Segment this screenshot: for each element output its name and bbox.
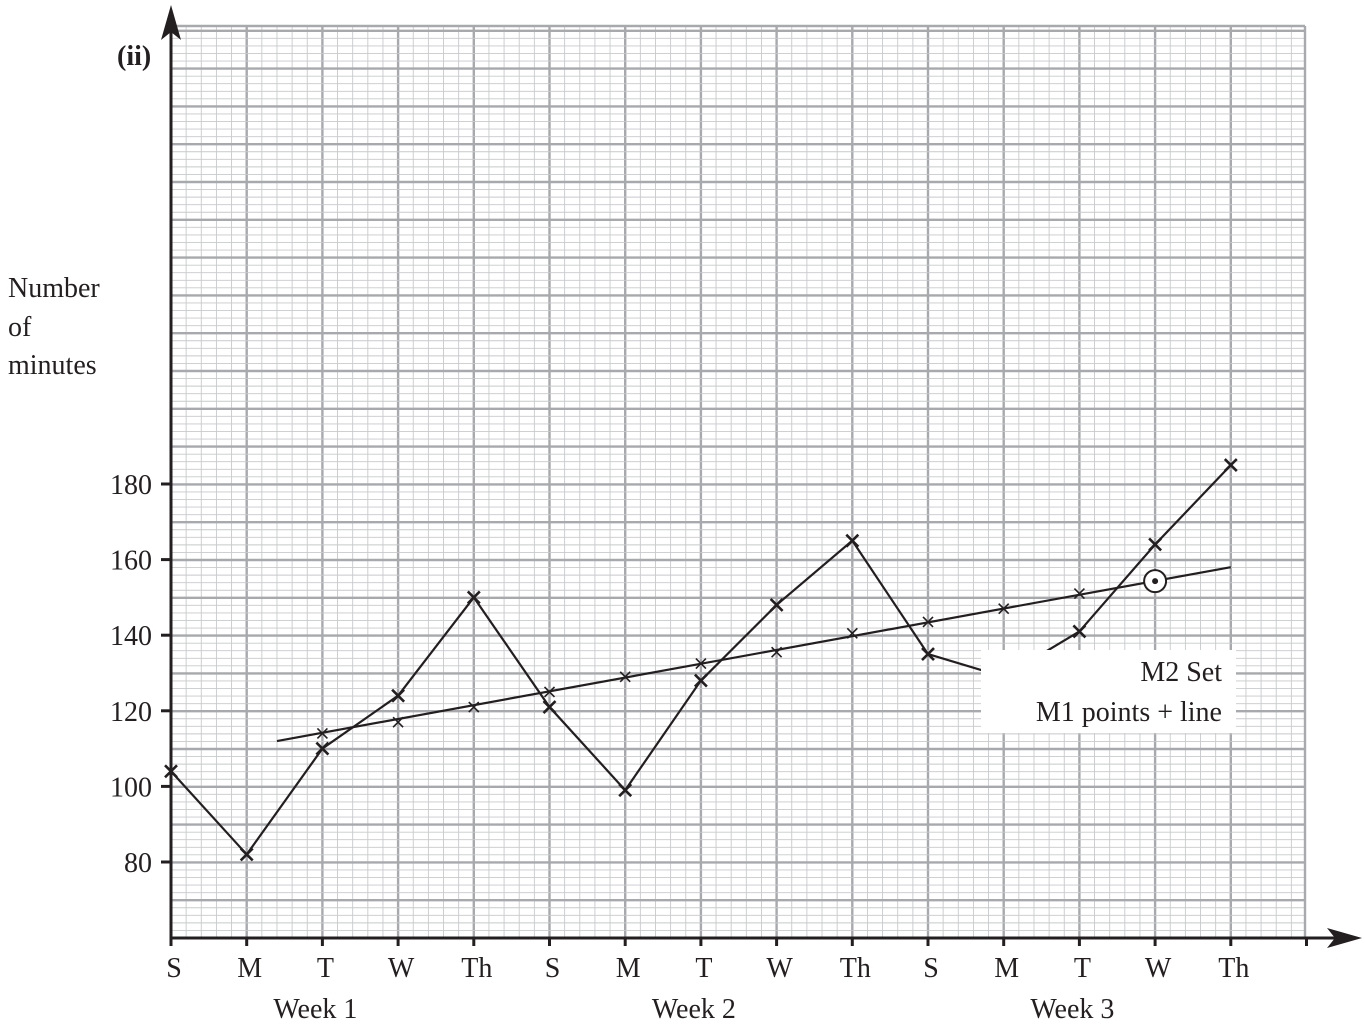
axis-labels: 80 100 120 140 160 180 S M T W Th S M T W Th S M T W Th Week … bbox=[110, 470, 1249, 1025]
x-tick-label: M bbox=[237, 953, 262, 984]
data-point-moving-average bbox=[392, 716, 404, 728]
y-tick-label: 140 bbox=[110, 621, 152, 652]
y-tick-label: 120 bbox=[110, 697, 152, 728]
x-tick-label: M bbox=[994, 953, 1019, 984]
data-point-daily-minutes bbox=[239, 847, 254, 862]
axis-ticks bbox=[161, 482, 1308, 946]
y-axis-title-line-3: minutes bbox=[8, 350, 97, 381]
mark-scheme-line-1: M2 Set bbox=[1140, 657, 1222, 688]
x-tick-label: Th bbox=[840, 953, 871, 984]
y-axis-title-line-2: of bbox=[8, 312, 32, 343]
x-tick-label: W bbox=[388, 953, 415, 984]
data-point-moving-average bbox=[1073, 588, 1085, 600]
data-point-daily-minutes bbox=[542, 700, 557, 714]
part-label: (ii) bbox=[117, 41, 151, 72]
data-point-moving-average bbox=[468, 701, 480, 713]
week-label: Week 2 bbox=[652, 994, 736, 1025]
data-point-daily-minutes bbox=[618, 783, 633, 798]
data-point-moving-average bbox=[619, 671, 631, 683]
x-tick-label: Th bbox=[1218, 953, 1249, 984]
graph-paper-grid bbox=[169, 24, 1307, 940]
x-tick-label: T bbox=[317, 953, 334, 984]
x-tick-label: S bbox=[923, 953, 939, 984]
y-tick-label: 160 bbox=[110, 546, 152, 577]
x-tick-label: T bbox=[695, 953, 712, 984]
week-label: Week 3 bbox=[1030, 994, 1114, 1025]
data-point-daily-minutes bbox=[391, 688, 406, 703]
data-point-daily-minutes bbox=[1223, 458, 1238, 473]
x-tick-label: M bbox=[616, 953, 641, 984]
x-tick-label: S bbox=[545, 953, 561, 984]
y-tick-label: 80 bbox=[124, 848, 152, 879]
x-tick-label: T bbox=[1074, 953, 1091, 984]
data-point-moving-average bbox=[316, 727, 328, 740]
data-point-daily-minutes bbox=[1148, 537, 1163, 552]
y-axis-title: Number of minutes bbox=[8, 273, 100, 381]
data-point-daily-minutes bbox=[315, 741, 330, 756]
data-point-daily-minutes bbox=[845, 533, 860, 548]
y-axis-title-line-1: Number bbox=[8, 273, 100, 304]
y-tick-label: 100 bbox=[110, 772, 152, 803]
data-point-daily-minutes bbox=[921, 647, 935, 662]
data-point-daily-minutes bbox=[1072, 624, 1087, 639]
circled-point-dot bbox=[1152, 578, 1159, 585]
x-tick-label: W bbox=[1145, 953, 1172, 984]
data-point-daily-minutes bbox=[466, 590, 481, 605]
data-point-moving-average bbox=[998, 603, 1010, 615]
x-axis-arrowhead bbox=[1327, 928, 1362, 948]
data-point-moving-average bbox=[695, 657, 707, 670]
mark-scheme-line-2: M1 points + line bbox=[1036, 697, 1222, 728]
x-tick-label: W bbox=[766, 953, 793, 984]
mark-scheme-box-bg bbox=[981, 650, 1236, 733]
data-point-moving-average bbox=[922, 616, 934, 628]
data-point-daily-minutes bbox=[693, 673, 708, 688]
data-point-daily-minutes bbox=[769, 598, 784, 612]
data-point-moving-average bbox=[771, 646, 783, 658]
y-tick-label: 180 bbox=[110, 470, 152, 501]
data-series bbox=[164, 458, 1238, 862]
week-label: Week 1 bbox=[273, 994, 357, 1025]
data-point-moving-average bbox=[846, 627, 858, 639]
data-point-daily-minutes bbox=[164, 764, 178, 779]
x-tick-label: Th bbox=[461, 953, 492, 984]
data-point-moving-average bbox=[543, 686, 556, 698]
trend-line bbox=[276, 566, 1231, 743]
x-tick-label: S bbox=[166, 953, 182, 984]
mark-scheme-box: M2 Set M1 points + line bbox=[981, 650, 1236, 733]
y-axis-arrowhead bbox=[161, 5, 181, 40]
